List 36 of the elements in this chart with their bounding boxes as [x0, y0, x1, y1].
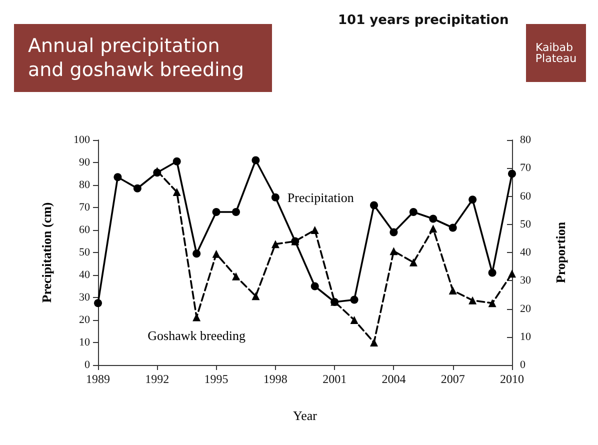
y2-tick-label: 20	[520, 302, 532, 315]
chart-title: Annual precipitation and goshawk breeding	[28, 35, 244, 81]
y-tick-label: 60	[79, 224, 90, 236]
x-tick-label: 1998	[263, 372, 288, 386]
y2-tick-label: 50	[520, 218, 532, 230]
y-tick-label: 70	[79, 202, 90, 214]
x-tick-label: 1992	[145, 372, 170, 386]
y-tick-label: 30	[79, 292, 90, 304]
y2-tick-label: 70	[520, 162, 532, 174]
y2-tick-label: 60	[520, 190, 532, 202]
x-tick-label: 2004	[382, 372, 406, 386]
y2-tick-label: 80	[520, 134, 532, 146]
y2-axis-title: Proportion	[553, 221, 568, 284]
x-tick-label: 2001	[322, 372, 347, 386]
y-tick-label: 100	[74, 134, 90, 146]
text: 101 years precipitation	[338, 13, 509, 28]
y2-tick-label: 40	[520, 246, 532, 258]
text: Kaibab Plateau	[535, 41, 577, 65]
x-tick-label: 2007	[440, 372, 465, 386]
series-label: Goshawk breeding	[148, 328, 246, 344]
x-tick-label: 2010	[500, 372, 524, 386]
y-tick-label: 0	[84, 359, 90, 371]
y-tick-label: 80	[79, 179, 90, 191]
x-tick-label: 1995	[204, 372, 228, 386]
series-label: Precipitation	[287, 190, 354, 205]
y-tick-label: 50	[79, 246, 90, 258]
x-axis-title: Year	[293, 408, 318, 423]
y-axis-title: Precipitation (cm)	[39, 202, 54, 303]
y-tick-label: 10	[79, 336, 90, 348]
y-tick-label: 90	[79, 156, 90, 168]
y2-tick-label: 10	[520, 330, 532, 343]
y2-tick-label: 0	[520, 359, 526, 371]
y2-tick-label: 30	[520, 274, 532, 287]
y-tick-label: 40	[79, 269, 90, 281]
y-tick-label: 20	[79, 314, 90, 326]
x-tick-label: 1989	[86, 372, 110, 386]
